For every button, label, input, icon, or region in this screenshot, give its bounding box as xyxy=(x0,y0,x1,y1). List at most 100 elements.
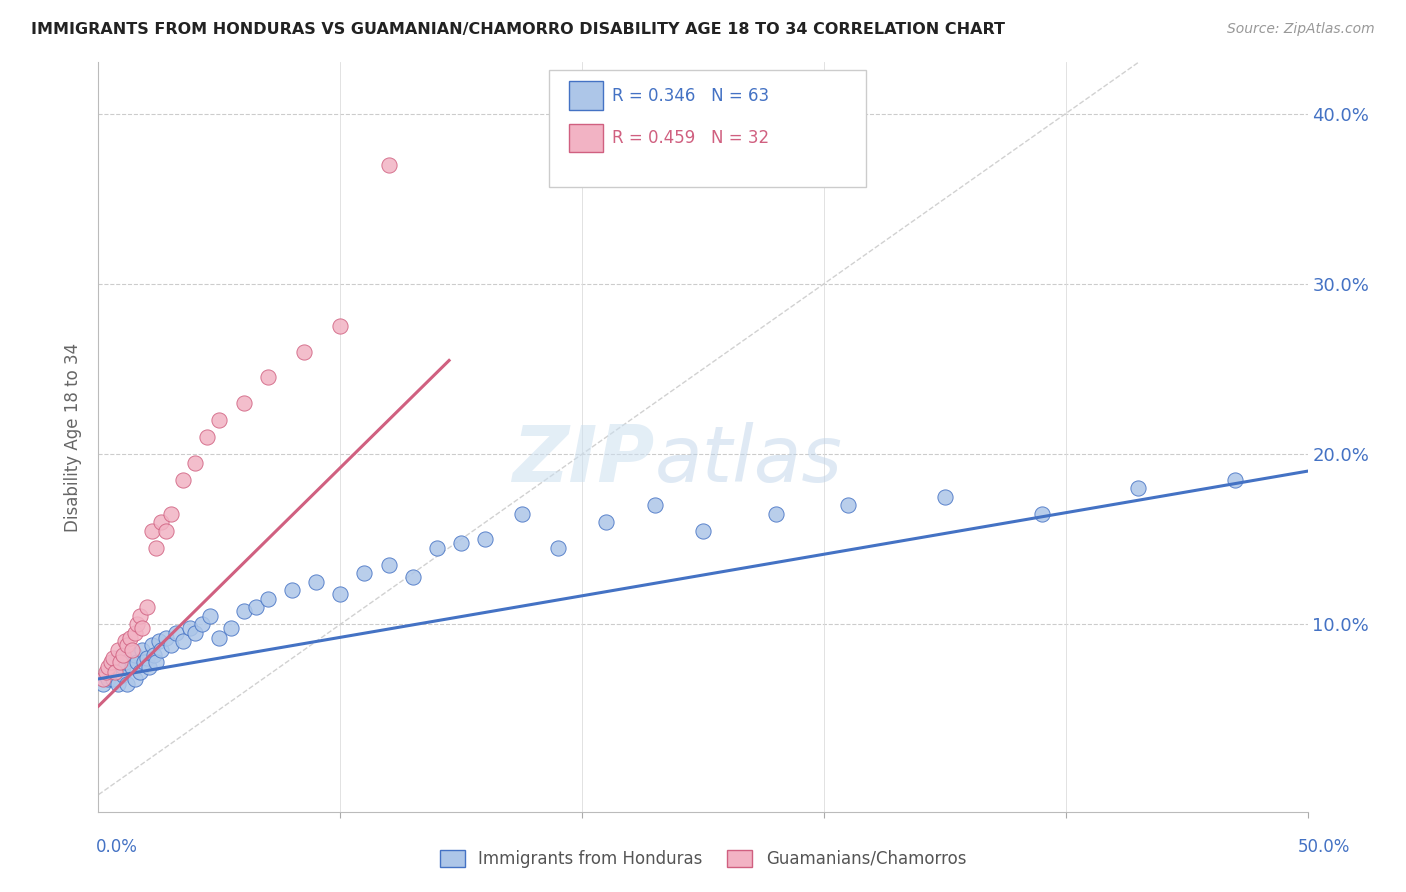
Point xyxy=(547,541,569,555)
Point xyxy=(426,541,449,555)
Point xyxy=(232,604,254,618)
Point xyxy=(165,626,187,640)
Point xyxy=(191,617,214,632)
Point xyxy=(127,655,149,669)
Point xyxy=(377,558,399,572)
Point xyxy=(353,566,375,581)
Point xyxy=(100,665,122,679)
Point xyxy=(104,655,127,669)
Text: R = 0.346   N = 63: R = 0.346 N = 63 xyxy=(613,87,769,104)
Point xyxy=(91,677,114,691)
Point xyxy=(510,507,533,521)
Point xyxy=(118,631,141,645)
Point xyxy=(94,665,117,679)
Point xyxy=(127,617,149,632)
Point xyxy=(135,651,157,665)
Point xyxy=(155,631,177,645)
Point xyxy=(184,456,207,470)
Point xyxy=(245,600,267,615)
Point xyxy=(145,655,167,669)
Point xyxy=(128,665,150,679)
Point xyxy=(402,570,425,584)
Point xyxy=(108,655,131,669)
Text: 50.0%: 50.0% xyxy=(1298,838,1350,855)
Point xyxy=(232,396,254,410)
Point xyxy=(377,158,399,172)
Point xyxy=(100,660,122,674)
Point xyxy=(198,608,221,623)
Point xyxy=(111,660,134,674)
Text: Source: ZipAtlas.com: Source: ZipAtlas.com xyxy=(1227,22,1375,37)
Point xyxy=(692,524,714,538)
Point xyxy=(138,660,160,674)
Point xyxy=(160,507,183,521)
Point xyxy=(101,672,124,686)
Point xyxy=(145,541,167,555)
Point xyxy=(148,634,170,648)
Point xyxy=(104,664,127,678)
Point xyxy=(118,651,141,665)
Point xyxy=(150,515,173,529)
Point xyxy=(124,648,146,662)
Point xyxy=(172,634,194,648)
Point xyxy=(91,672,114,686)
Point xyxy=(117,638,139,652)
Point xyxy=(97,672,120,686)
Text: R = 0.459   N = 32: R = 0.459 N = 32 xyxy=(613,129,769,147)
Point xyxy=(179,621,201,635)
Point xyxy=(1128,481,1150,495)
Point xyxy=(94,668,117,682)
Point xyxy=(595,515,617,529)
Point xyxy=(108,665,131,679)
Point xyxy=(172,473,194,487)
Point xyxy=(221,621,243,635)
Point xyxy=(329,319,352,334)
Point xyxy=(1031,507,1053,521)
Point xyxy=(1223,473,1246,487)
Point xyxy=(135,600,157,615)
Point xyxy=(124,672,146,686)
Point xyxy=(107,643,129,657)
Point xyxy=(131,621,153,635)
Point xyxy=(97,660,120,674)
Point xyxy=(208,413,231,427)
Point xyxy=(256,370,278,384)
Point xyxy=(111,668,134,682)
Text: atlas: atlas xyxy=(655,422,842,498)
Point xyxy=(143,648,166,662)
Point xyxy=(104,665,127,679)
Point xyxy=(837,498,859,512)
Point xyxy=(121,660,143,674)
Point xyxy=(195,430,218,444)
Point xyxy=(107,677,129,691)
Point xyxy=(134,655,156,669)
Point xyxy=(101,651,124,665)
Point xyxy=(141,524,163,538)
Point xyxy=(934,490,956,504)
Point xyxy=(121,643,143,657)
Point xyxy=(160,638,183,652)
Point xyxy=(292,345,315,359)
Point xyxy=(150,643,173,657)
Point xyxy=(155,524,177,538)
Point xyxy=(281,583,304,598)
Text: ZIP: ZIP xyxy=(512,422,655,498)
Point xyxy=(117,677,139,691)
Point xyxy=(141,638,163,652)
Point xyxy=(114,634,136,648)
Point xyxy=(114,655,136,669)
Point xyxy=(111,648,134,662)
Point xyxy=(124,626,146,640)
Y-axis label: Disability Age 18 to 34: Disability Age 18 to 34 xyxy=(65,343,83,532)
Point xyxy=(329,587,352,601)
Point xyxy=(128,608,150,623)
Point xyxy=(450,535,472,549)
Point xyxy=(131,643,153,657)
Point xyxy=(100,655,122,669)
Point xyxy=(208,631,231,645)
Point xyxy=(765,507,787,521)
Text: IMMIGRANTS FROM HONDURAS VS GUAMANIAN/CHAMORRO DISABILITY AGE 18 TO 34 CORRELATI: IMMIGRANTS FROM HONDURAS VS GUAMANIAN/CH… xyxy=(31,22,1005,37)
Point xyxy=(256,591,278,606)
Point xyxy=(184,626,207,640)
Legend: Immigrants from Honduras, Guamanians/Chamorros: Immigrants from Honduras, Guamanians/Cha… xyxy=(433,843,973,874)
